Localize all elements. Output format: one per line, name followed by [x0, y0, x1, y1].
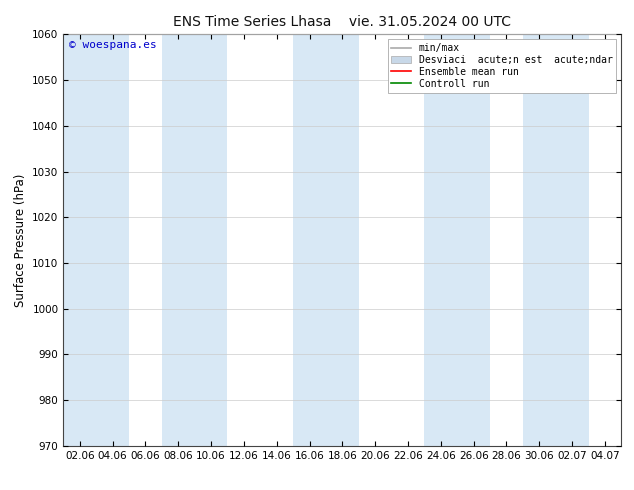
- Bar: [424, 34, 490, 446]
- Title: ENS Time Series Lhasa    vie. 31.05.2024 00 UTC: ENS Time Series Lhasa vie. 31.05.2024 00…: [173, 15, 512, 29]
- Bar: [63, 34, 129, 446]
- Legend: min/max, Desviaci  acute;n est  acute;ndar, Ensemble mean run, Controll run: min/max, Desviaci acute;n est acute;ndar…: [387, 39, 616, 93]
- Y-axis label: Surface Pressure (hPa): Surface Pressure (hPa): [14, 173, 27, 307]
- Text: © woespana.es: © woespana.es: [69, 41, 157, 50]
- Bar: [293, 34, 359, 446]
- Bar: [162, 34, 228, 446]
- Bar: [523, 34, 588, 446]
